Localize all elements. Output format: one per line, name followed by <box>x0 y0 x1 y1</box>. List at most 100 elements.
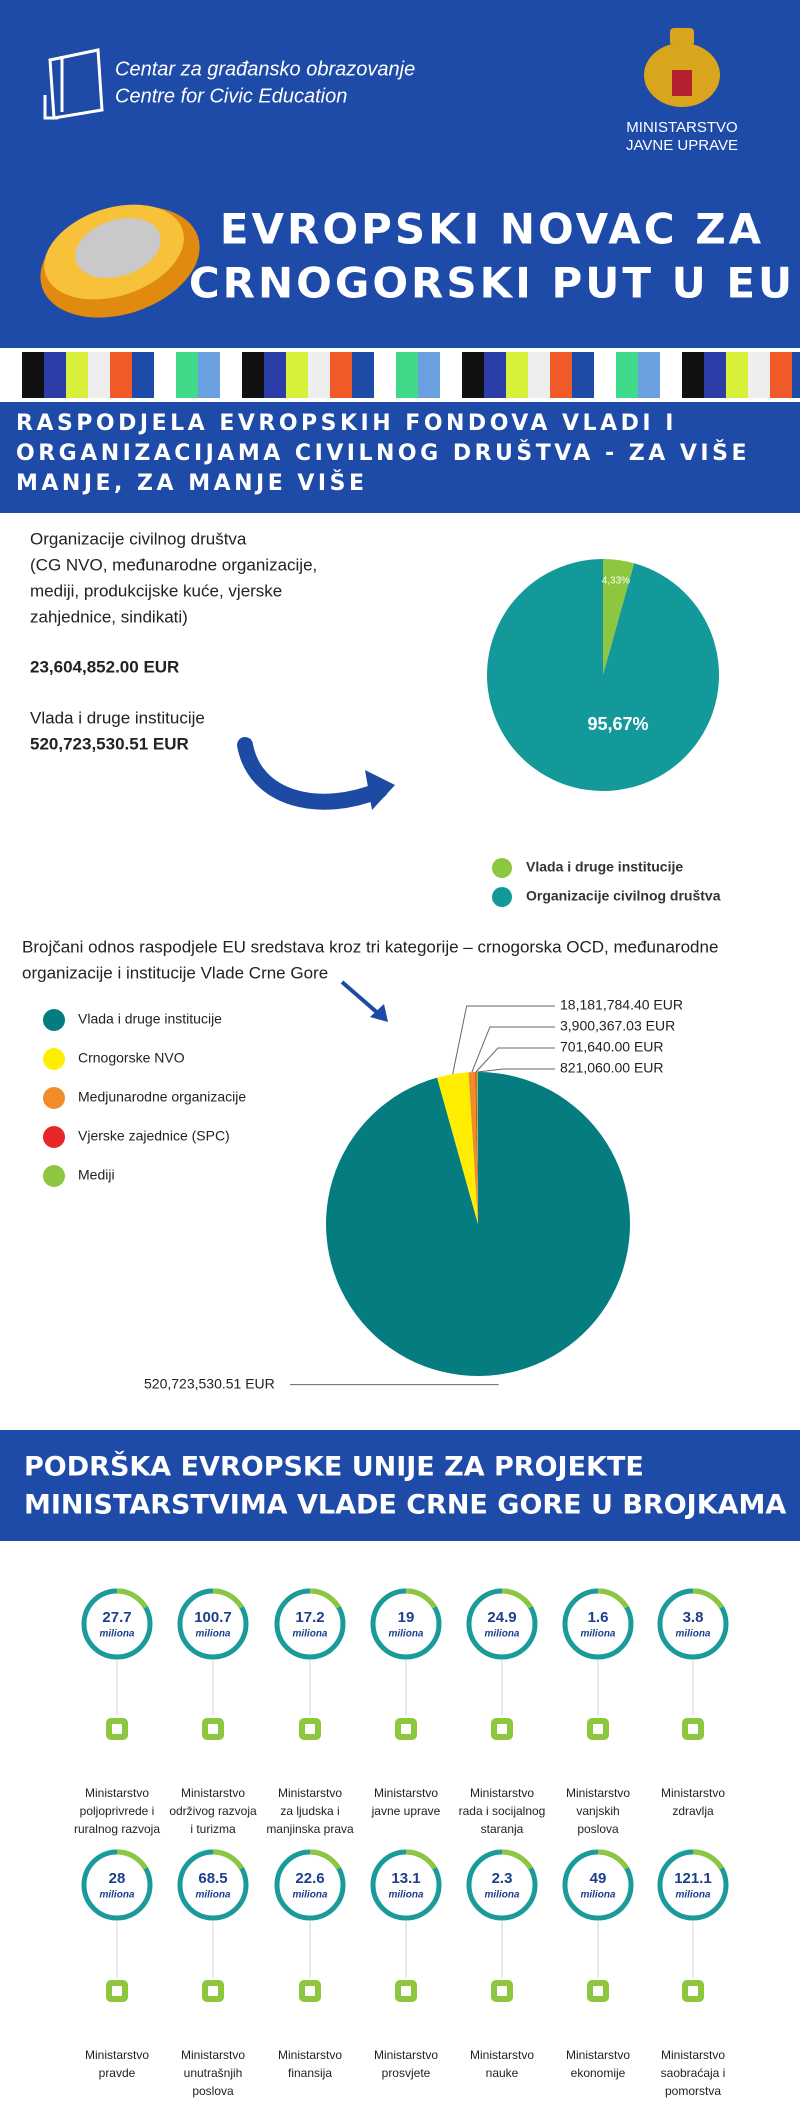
icon-glyph <box>593 1986 603 1996</box>
ring-accent <box>212 1849 244 1870</box>
ministry-label: ekonomije <box>571 2066 626 2080</box>
amount: 24.9 <box>487 1609 516 1626</box>
ministry-label: poljoprivrede i <box>80 1804 155 1818</box>
ministry-label: Ministarstvo <box>661 1786 725 1800</box>
section-title: PODRŠKA EVROPSKE UNIJE ZA PROJEKTE <box>24 1451 644 1483</box>
stripe <box>682 352 704 398</box>
stripe <box>616 352 638 398</box>
stripe <box>770 352 792 398</box>
stripe <box>748 352 770 398</box>
legend-swatch <box>43 1165 65 1187</box>
gov-total: 520,723,530.51 EUR <box>30 734 189 753</box>
amount: 22.6 <box>295 1870 324 1887</box>
stripe <box>176 352 198 398</box>
legend-label: Vlada i druge institucije <box>78 1011 222 1027</box>
stripe <box>22 352 44 398</box>
stripe <box>330 352 352 398</box>
ring-accent <box>116 1849 148 1870</box>
legend-swatch <box>43 1087 65 1109</box>
coin <box>40 204 200 318</box>
stripe <box>110 352 132 398</box>
amount-unit: miliona <box>195 1629 230 1640</box>
amount-unit: miliona <box>675 1890 710 1901</box>
ministry-label: unutrašnjih <box>184 2066 243 2080</box>
stripe <box>550 352 572 398</box>
org-name: Centre for Civic Education <box>115 85 347 107</box>
legend-swatch <box>43 1009 65 1031</box>
amount: 27.7 <box>102 1609 131 1626</box>
amount: 3.8 <box>683 1609 704 1626</box>
legend-swatch <box>492 887 512 907</box>
leader-line <box>452 1005 555 1075</box>
icon-glyph <box>112 1724 122 1734</box>
stripe <box>374 352 396 398</box>
description: Brojčani odnos raspodjele EU sredstava k… <box>22 937 718 956</box>
amount: 19 <box>398 1609 415 1626</box>
ring-accent <box>692 1588 724 1609</box>
section1-band <box>0 402 800 513</box>
icon-glyph <box>208 1986 218 1996</box>
stripe <box>440 352 462 398</box>
ministry-label: Ministarstvo <box>470 1786 534 1800</box>
pie-slice <box>437 1072 478 1224</box>
ministry-label: javne uprave <box>371 1804 441 1818</box>
stripe <box>638 352 660 398</box>
section-title: RASPODJELA EVROPSKIH FONDOVA VLADI I <box>16 411 677 436</box>
value-label: 701,640.00 EUR <box>560 1039 664 1055</box>
description: mediji, produkcijske kuće, vjerske <box>30 581 282 600</box>
arrow-head <box>365 770 395 810</box>
ministry-label: vanjskih <box>576 1804 619 1818</box>
amount-unit: miliona <box>99 1629 134 1640</box>
ocd-total: 23,604,852.00 EUR <box>30 657 179 676</box>
ministry-label: Ministarstvo <box>181 1786 245 1800</box>
stripe <box>528 352 550 398</box>
ring-accent <box>501 1588 533 1609</box>
ministry-label: poslova <box>577 1822 619 1836</box>
amount: 28 <box>109 1870 126 1887</box>
stripe <box>352 352 374 398</box>
ministry-label: Ministarstvo <box>374 2048 438 2062</box>
ring-accent <box>692 1849 724 1870</box>
ministry-label: staranja <box>481 1822 524 1836</box>
stripe <box>44 352 66 398</box>
stripe <box>572 352 594 398</box>
stripe <box>506 352 528 398</box>
stripe <box>660 352 682 398</box>
ministry-label: ruralnog razvoja <box>74 1822 160 1836</box>
stripe <box>418 352 440 398</box>
amount-unit: miliona <box>388 1890 423 1901</box>
pie-slice <box>603 559 635 675</box>
section-title: MINISTARSTVIMA VLADE CRNE GORE U BROJKAM… <box>24 1490 786 1521</box>
amount-unit: miliona <box>292 1890 327 1901</box>
value-label: 520,723,530.51 EUR <box>144 1375 275 1391</box>
logo-icon <box>43 48 104 120</box>
value-label: 4,33% <box>602 576 630 587</box>
icon-glyph <box>688 1986 698 1996</box>
amount: 2.3 <box>492 1870 513 1887</box>
amount-unit: miliona <box>580 1629 615 1640</box>
ministry-label: pravde <box>99 2066 136 2080</box>
value-label: 3,900,367.03 EUR <box>560 1018 675 1034</box>
ring-accent <box>309 1849 341 1870</box>
ministry-label: Ministarstvo <box>374 1786 438 1800</box>
amount-unit: miliona <box>195 1890 230 1901</box>
pie-slice <box>468 1072 478 1224</box>
ministry-label: Ministarstvo <box>566 1786 630 1800</box>
ministry-label: održivog razvoja <box>169 1804 257 1818</box>
icon-glyph <box>305 1724 315 1734</box>
main-title: CRNOGORSKI PUT U EU <box>189 259 795 308</box>
icon-glyph <box>401 1986 411 1996</box>
value-label: 95,67% <box>587 714 648 734</box>
leader-line <box>477 1068 555 1073</box>
pie-slice <box>476 1072 478 1224</box>
ministry-label: Ministarstvo <box>85 2048 149 2062</box>
stripe <box>308 352 330 398</box>
amount-unit: miliona <box>484 1629 519 1640</box>
arrow-small <box>340 980 382 1017</box>
value-label: 18,181,784.40 EUR <box>560 997 683 1013</box>
amount: 17.2 <box>295 1609 324 1626</box>
ring-accent <box>405 1849 437 1870</box>
amount-unit: miliona <box>292 1629 327 1640</box>
ministry-label: poslova <box>192 2084 234 2098</box>
ministry-label: za ljudska i <box>280 1804 339 1818</box>
